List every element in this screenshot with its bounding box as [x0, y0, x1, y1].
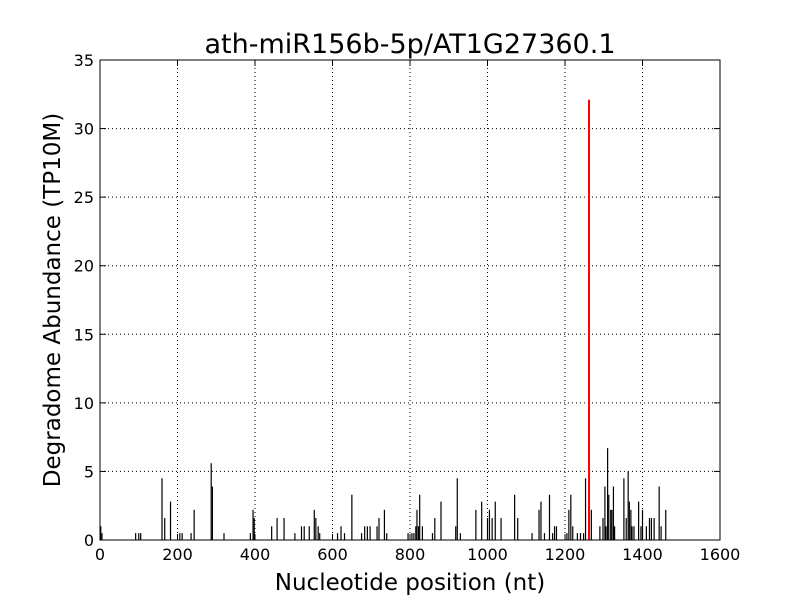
x-tick-label: 200 — [162, 545, 193, 564]
y-tick-label: 25 — [74, 188, 94, 207]
plot-frame — [99, 59, 721, 541]
chart-title: ath-miR156b-5p/AT1G27360.1 — [205, 29, 616, 60]
y-tick-label: 30 — [74, 120, 94, 139]
x-axis-label: Nucleotide position (nt) — [275, 570, 545, 596]
y-tick-label: 35 — [74, 51, 94, 70]
x-tick-label: 1400 — [622, 545, 663, 564]
tick-labels: 0 200 400 600 800 1000 1200 1400 1600 0 5 10 15 20 25 3… — [74, 51, 741, 564]
x-tick-label: 400 — [240, 545, 271, 564]
x-tick-label: 800 — [395, 545, 426, 564]
x-tick-label: 1200 — [545, 545, 586, 564]
x-tick-label: 0 — [95, 545, 105, 564]
grid — [100, 60, 720, 540]
x-tick-label: 600 — [317, 545, 348, 564]
y-tick-label: 10 — [74, 394, 94, 413]
y-tick-label: 20 — [74, 257, 94, 276]
x-tick-label: 1600 — [700, 545, 741, 564]
y-tick-label: 5 — [84, 462, 94, 481]
y-tick-label: 15 — [74, 325, 94, 344]
bars-layer — [100, 99, 667, 540]
y-tick-label: 0 — [84, 531, 94, 550]
y-axis-label: Degradome Abundance (TP10M) — [40, 113, 66, 487]
x-tick-label: 1000 — [467, 545, 508, 564]
